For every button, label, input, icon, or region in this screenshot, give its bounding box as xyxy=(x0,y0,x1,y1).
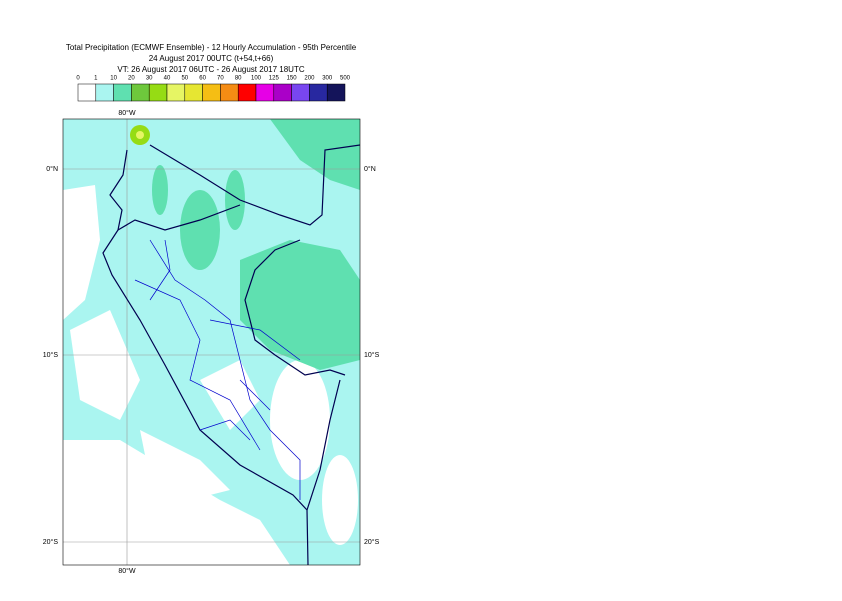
colorbar-box xyxy=(166,83,186,102)
title: Total Precipitation (ECMWF Ensemble) - 1… xyxy=(66,43,357,52)
colorbar-box xyxy=(202,83,221,102)
valid-time: VT: 26 August 2017 06UTC - 26 August 201… xyxy=(117,65,304,74)
lat-label: 0°N xyxy=(364,165,376,173)
colorbar-box xyxy=(77,83,97,102)
colorbar-box xyxy=(326,83,346,102)
colorbar-label: 200 xyxy=(304,76,315,82)
colorbar-box xyxy=(255,83,275,102)
colorbar-box xyxy=(131,83,150,102)
colorbar-label: 0 xyxy=(76,76,80,82)
map-labels: 80°W 80°W 0°N 0°N 10°S 10°S 20°S 20°S xyxy=(43,109,380,575)
colorbar-label: 125 xyxy=(269,76,280,82)
lat-label: 20°S xyxy=(364,538,380,546)
lon-label: 80°W xyxy=(118,567,136,575)
colorbar-label: 70 xyxy=(217,76,224,82)
colorbar-label: 50 xyxy=(181,76,188,82)
colorbar-label: 150 xyxy=(287,76,298,82)
lat-label: 10°S xyxy=(364,351,380,359)
lat-label: 20°S xyxy=(43,538,59,546)
colorbar-label: 300 xyxy=(322,76,333,82)
colorbar-label: 1 xyxy=(94,76,98,82)
colorbar-label: 20 xyxy=(128,76,135,82)
lat-label: 0°N xyxy=(46,165,58,173)
colorbar-label: 100 xyxy=(251,76,262,82)
regions xyxy=(134,239,301,500)
borders xyxy=(102,144,360,565)
colorbar-box xyxy=(291,83,310,102)
heavy-core xyxy=(136,131,144,139)
colorbar-box xyxy=(148,83,168,102)
colorbar-label: 500 xyxy=(340,76,351,82)
colorbar-box xyxy=(309,83,328,102)
colorbar-box xyxy=(113,83,132,102)
title-block: Total Precipitation (ECMWF Ensemble) - 1… xyxy=(66,43,357,74)
graticule xyxy=(63,119,360,565)
map-frame xyxy=(62,118,361,566)
lat-label: 10°S xyxy=(43,351,59,359)
colorbar-box xyxy=(95,83,114,102)
colorbar-label: 40 xyxy=(164,76,171,82)
map xyxy=(63,119,360,565)
colorbar-box xyxy=(184,83,203,102)
colorbar: 0 1 10 20 30 40 50 60 70 80 100 125 150 200 300 500 xyxy=(76,76,351,102)
colorbar-label: 80 xyxy=(235,76,242,82)
colorbar-box xyxy=(220,83,239,102)
colorbar-box xyxy=(273,83,292,102)
colorbar-label: 30 xyxy=(146,76,153,82)
subtitle: 24 August 2017 00UTC (t+54,t+66) xyxy=(149,54,274,63)
colorbar-label: 10 xyxy=(110,76,117,82)
dry-areas xyxy=(63,185,358,565)
colorbar-label: 60 xyxy=(199,76,206,82)
colorbar-box xyxy=(237,83,257,102)
lon-label: 80°W xyxy=(118,109,136,117)
